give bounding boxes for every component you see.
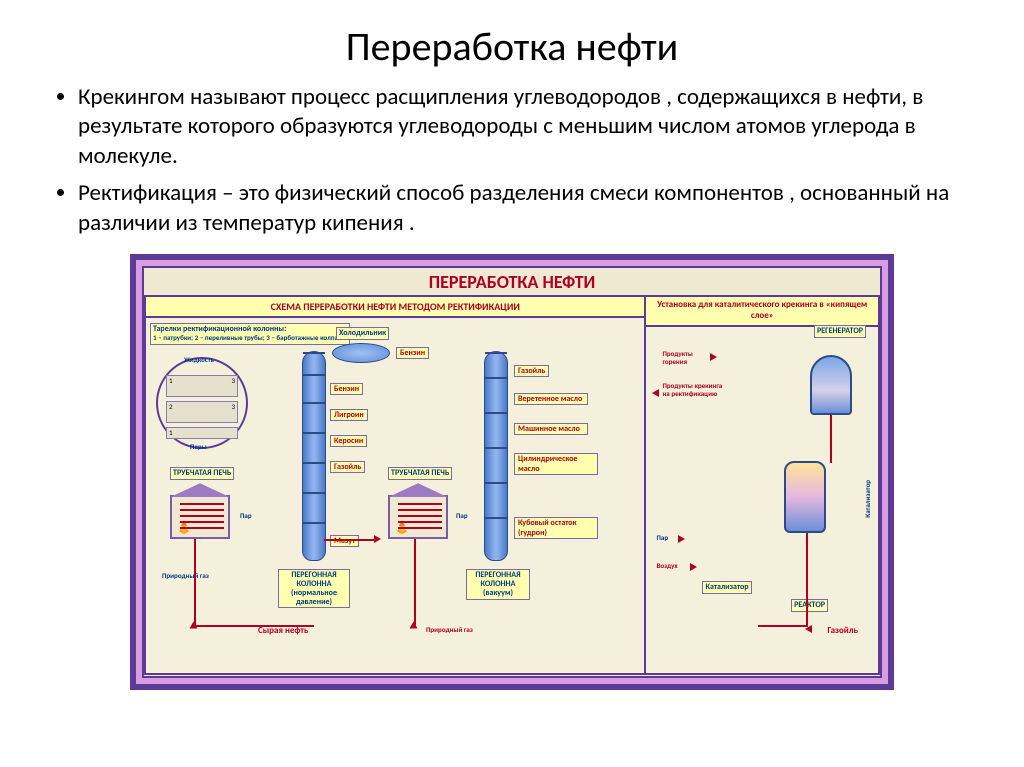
bullet-list: Крекингом называют процесс расщипления у… [0,83,1024,238]
cooler-shape [332,343,390,363]
output-benzin-top: Бензин [396,347,429,359]
regen-label: РЕГЕНЕРАТОР [814,325,866,338]
catalyst-label: Катализатор [702,581,751,594]
out-ligroin: Лигроин [330,409,368,421]
furnace-2 [388,495,448,539]
out2-veret: Веретенное масло [514,393,588,405]
furnace-1 [170,495,230,539]
out2-gasoil: Газойль [514,365,549,377]
tray-legend: 1 – патрубки; 2 – переливные трубы; 3 – … [153,333,345,342]
tray-legend-box: Тарелки ректификационной колонны: 1 – па… [150,323,350,345]
out-mazut: Мазут [330,535,359,547]
cooler-label: Холодильник [336,327,389,340]
col2-bottom-label: ПЕРЕГОННАЯ КОЛОННА (вакуум) [466,569,530,599]
combustion-label: Продукты горения [660,349,706,366]
page-title: Переработка нефти [0,0,1024,83]
liquid-label: Жидкость [182,355,216,365]
bullet-item: Ректификация – это физический способ раз… [78,179,982,238]
out-kerosin: Керосин [330,435,367,447]
column-1 [302,351,326,561]
column-2 [484,351,508,561]
furnace-1-label: ТРУБЧАТАЯ ПЕЧЬ [170,467,234,480]
col1-bottom-label: ПЕРЕГОННАЯ КОЛОННА (нормальное давление) [278,569,350,608]
out-gasoil: Газойль [330,461,365,473]
reactor [784,461,826,533]
vapors-label: Пары [188,442,209,452]
out2-gudron: Кубовый остаток (гудрон) [514,517,598,539]
crack-to-rect-label: Продукты крекинга на ректификацию [660,381,730,398]
out-benzin: Бензин [330,383,363,395]
diagram-frame: ПЕРЕРАБОТКА НЕФТИ СХЕМА ПЕРЕРАБОТКИ НЕФТ… [130,254,894,690]
reactor-label: РЕАКТОР [791,599,828,612]
natgas-2: Природный газ [424,625,475,635]
natgas-1: Природный газ [160,571,211,581]
tray-detail-circle: Жидкость 13 23 1 Пары [156,357,248,449]
air-label: Воздух [654,561,679,571]
out2-mash: Машинное масло [514,423,588,435]
furnace-2-label: ТРУБЧАТАЯ ПЕЧЬ [388,467,452,480]
panel-cracking: Установка для каталитического крекинга в… [644,295,880,675]
kat-side-label: Катализатор [862,479,874,519]
bullet-item: Крекингом называют процесс расщипления у… [78,83,982,171]
panel-rectification: СХЕМА ПЕРЕРАБОТКИ НЕФТИ МЕТОДОМ РЕКТИФИК… [144,295,644,675]
steam-3: Пар [654,533,670,543]
left-subtitle: СХЕМА ПЕРЕРАБОТКИ НЕФТИ МЕТОДОМ РЕКТИФИК… [146,297,644,318]
steam-2: Пар [454,511,470,521]
regenerator [810,355,852,415]
steam-1: Пар [238,511,254,521]
out2-cyl: Цилиндрическое масло [514,453,598,475]
diagram-inner: ПЕРЕРАБОТКА НЕФТИ СХЕМА ПЕРЕРАБОТКИ НЕФТ… [142,266,882,678]
diagram-title: ПЕРЕРАБОТКА НЕФТИ [144,268,880,295]
gasoil-in: Газойль [825,625,860,637]
